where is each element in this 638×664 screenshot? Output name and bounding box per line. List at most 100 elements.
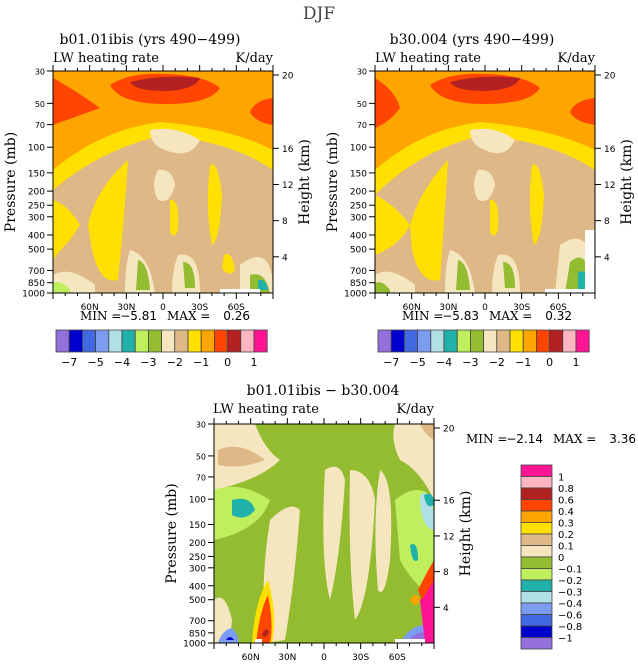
colorbar-swatch <box>55 329 70 353</box>
y-tick-label: 300 <box>28 213 45 223</box>
x-tick-label: 60S <box>228 303 245 313</box>
y-tick-label: 50 <box>35 100 45 109</box>
y-tick-label: 70 <box>35 121 45 130</box>
colorbar-swatch <box>483 329 498 353</box>
y-tick-label: 1000 <box>22 290 45 300</box>
max-value: 3.36 <box>609 432 636 446</box>
min-value: −2.14 <box>506 432 543 446</box>
colorbar-label: −4 <box>114 356 130 369</box>
colorbar-label: 0.8 <box>558 484 574 495</box>
y-tick-label: 70 <box>196 473 206 482</box>
min-label: MIN = <box>466 432 507 446</box>
max-label: MAX = <box>553 432 596 446</box>
y-axis-label: Pressure (mb) <box>325 132 341 232</box>
y-right-tick-label: 20 <box>282 72 294 82</box>
y-tick-label: 250 <box>189 553 206 563</box>
colorbar-label: −5 <box>409 356 425 369</box>
y-tick-label: 100 <box>28 144 45 154</box>
colorbar-label: −0.1 <box>558 565 582 576</box>
y-right-tick-label: 16 <box>282 145 294 155</box>
colorbar-swatch <box>108 329 123 353</box>
colorbar-swatch <box>520 464 553 477</box>
contour-field <box>375 71 595 293</box>
x-tick-label: 60N <box>403 303 421 313</box>
colorbar-swatch <box>520 487 553 500</box>
y-tick-label: 700 <box>189 617 206 627</box>
colorbar-swatch <box>443 329 458 353</box>
colorbar-swatch <box>161 329 176 353</box>
colorbar-swatch <box>82 329 97 353</box>
x-tick-label: 60N <box>81 303 99 313</box>
y-tick-label: 300 <box>350 213 367 223</box>
y-tick-label: 400 <box>28 231 45 241</box>
colorbar-label: 1 <box>573 356 580 369</box>
colorbar-swatch <box>549 329 564 353</box>
colorbar-swatch <box>520 637 553 650</box>
y-tick-label: 500 <box>350 246 367 256</box>
subtitle-right: K/day <box>235 51 273 66</box>
y-right-tick-label: 16 <box>604 145 616 155</box>
colorbar-label: −2 <box>167 356 183 369</box>
panel-b30: b30.004 (yrs 490−499) LW heating rate K/… <box>374 32 596 294</box>
x-tick-label: 30N <box>439 303 457 313</box>
colorbar-label: −0.6 <box>558 611 582 622</box>
y-right-tick-label: 4 <box>443 604 449 614</box>
y-tick-label: 200 <box>28 188 45 198</box>
y-tick-label: 30 <box>357 68 367 77</box>
y-right-tick-label: 8 <box>282 217 288 227</box>
y-tick-label: 150 <box>189 521 206 531</box>
colorbar-swatch <box>575 329 590 353</box>
y-tick-label: 500 <box>189 596 206 606</box>
panel-title: b01.01ibis (yrs 490−499) <box>60 32 241 48</box>
colorbar-label: −1 <box>515 356 531 369</box>
x-tick-label: 0 <box>321 653 327 663</box>
colorbar-swatch <box>403 329 418 353</box>
y-tick-label: 850 <box>28 279 45 289</box>
colorbar-label: 0.4 <box>558 507 574 518</box>
colorbar-swatch <box>520 556 553 569</box>
colorbar-swatch <box>240 329 255 353</box>
colorbar-label: −0.4 <box>558 599 582 610</box>
y-tick-label: 1000 <box>183 640 206 650</box>
min-label: MIN = <box>402 309 443 323</box>
colorbar-swatch <box>227 329 242 353</box>
y-tick-label: 700 <box>28 267 45 277</box>
colorbar-swatch <box>520 510 553 523</box>
colorbar-swatch <box>68 329 83 353</box>
y-right-tick-label: 4 <box>282 253 288 263</box>
colorbar-label: 0 <box>558 553 564 564</box>
colorbar-swatch <box>147 329 162 353</box>
y-right-tick-label: 4 <box>604 253 610 263</box>
colorbar-label: −1 <box>558 634 573 645</box>
y-right-axis-label: Height (km) <box>297 139 313 225</box>
colorbar-label: −3 <box>462 356 478 369</box>
max-value: 0.26 <box>223 309 250 323</box>
x-tick-label: 30N <box>278 653 296 663</box>
x-tick-label: 30S <box>352 653 369 663</box>
colorbar-swatch <box>520 522 553 535</box>
panel-title: b30.004 (yrs 490−499) <box>390 32 555 48</box>
max-label: MAX = <box>167 309 210 323</box>
colorbar-swatch <box>520 614 553 627</box>
y-tick-label: 200 <box>189 539 206 549</box>
y-tick-label: 250 <box>28 202 45 212</box>
y-tick-label: 850 <box>350 279 367 289</box>
subtitle-right: K/day <box>557 51 595 66</box>
colorbar-label: −7 <box>61 356 77 369</box>
subtitle-left: LW heating rate <box>375 51 481 66</box>
colorbar-swatch <box>200 329 215 353</box>
colorbar-swatch <box>520 591 553 604</box>
colorbar-swatch <box>121 329 136 353</box>
x-tick-label: 30N <box>117 303 135 313</box>
colorbar-swatch <box>187 329 202 353</box>
colorbar-label: 0.3 <box>558 519 574 530</box>
colorbar-swatch <box>213 329 228 353</box>
y-axis-label: Pressure (mb) <box>164 483 180 583</box>
panel-difference: b01.01ibis − b30.004 LW heating rate K/d… <box>213 383 435 644</box>
y-tick-label: 400 <box>189 582 206 592</box>
panel-b01: b01.01ibis (yrs 490−499) LW heating rate… <box>52 32 274 294</box>
x-tick-label: 60S <box>550 303 567 313</box>
colorbar-swatch <box>509 329 524 353</box>
y-right-tick-label: 20 <box>443 425 455 435</box>
